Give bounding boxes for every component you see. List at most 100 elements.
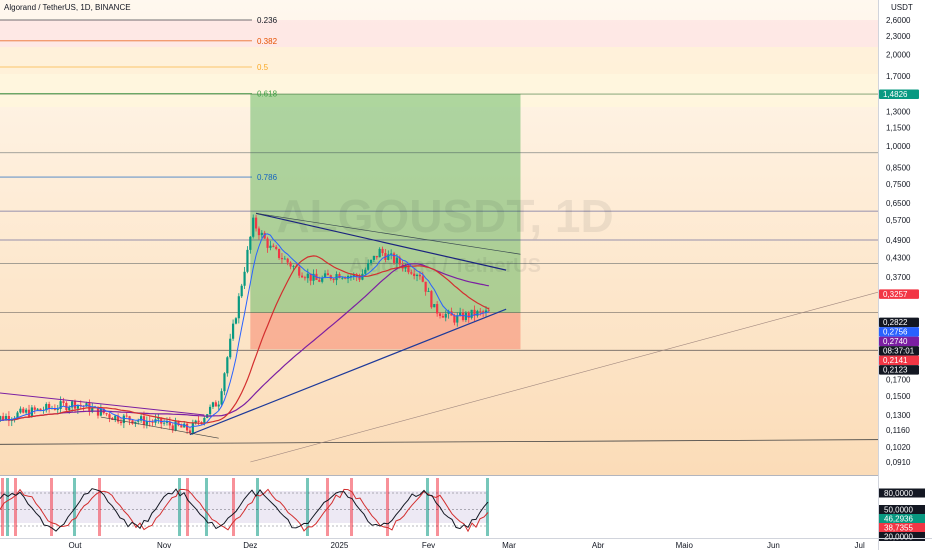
fib-band-0 [0, 20, 878, 47]
candle-body [467, 312, 470, 318]
oscillator-signal-bar [205, 478, 208, 536]
oscillator-axis-ticks: 80,0000 50,000046,293638,735520,00000,000… [879, 488, 925, 550]
candle-body [246, 249, 249, 272]
candle-body [421, 276, 424, 282]
candle-body [119, 421, 123, 424]
candle-body [372, 255, 376, 260]
candle-body [459, 312, 462, 316]
position-stop-zone[interactable] [250, 312, 521, 350]
oscillator-signal-bar [426, 478, 429, 536]
trendline[interactable] [256, 212, 521, 255]
candle-body [117, 415, 120, 422]
price-tag [879, 365, 919, 375]
candle-body [418, 274, 422, 277]
candle-body [269, 245, 272, 248]
candle-body [254, 217, 258, 229]
candle-body [249, 236, 252, 250]
fib-level-label: 0.236 [257, 16, 278, 25]
candle-body [203, 417, 206, 423]
candle-body [234, 318, 238, 324]
candle-body [237, 296, 240, 319]
chart-title: Algorand / TetherUS, 1D, BINANCE [4, 3, 131, 12]
trendline[interactable] [250, 291, 879, 463]
price-tag-label: 0,2756 [883, 328, 908, 337]
candle-body [108, 414, 111, 418]
candle-body [223, 373, 226, 392]
candle-body [0, 416, 2, 420]
oscillator-tag [879, 514, 925, 523]
candle-body [338, 274, 341, 278]
trendline[interactable] [189, 308, 507, 436]
candle-body [321, 277, 324, 282]
candle-body [243, 271, 246, 286]
candle-body [312, 273, 315, 281]
time-tick-label: Maio [676, 541, 694, 550]
candle-body [7, 416, 10, 421]
price-tag [879, 355, 919, 366]
candle-body [358, 276, 361, 280]
price-tick-label: 0,1500 [886, 392, 911, 401]
candle-body [197, 420, 200, 423]
trendline[interactable] [100, 416, 219, 439]
candle-body [240, 285, 243, 297]
time-tick-label: Nov [157, 541, 171, 550]
price-tag [879, 289, 919, 299]
oscillator-signal-bar [350, 478, 353, 536]
candle-body [56, 409, 59, 410]
oscillator-signal-bar [436, 478, 439, 536]
candle-body [438, 313, 442, 316]
fib-level-label: 0.786 [257, 173, 278, 182]
candle-body [292, 266, 295, 267]
candle-body [487, 310, 490, 312]
price-tag-label: 1,4826 [883, 90, 908, 99]
position-target-zone[interactable] [250, 94, 521, 313]
oscillator-signal-bar [73, 478, 76, 536]
candle-body [33, 407, 36, 410]
candle-body [229, 338, 232, 358]
candle-body [289, 262, 292, 267]
price-tag-label: 0,2826 [883, 309, 908, 318]
time-tick-label: 2025 [331, 541, 349, 550]
price-tick-label: 1,3000 [886, 107, 911, 116]
candle-body [349, 275, 353, 277]
candle-body [65, 402, 68, 411]
candle-body [286, 258, 289, 263]
candle-body [194, 420, 197, 423]
price-tag [879, 336, 919, 347]
fib-level-label: 0.5 [257, 63, 269, 72]
candle-body [145, 421, 148, 425]
candle-body [326, 273, 330, 276]
oscillator-tag [879, 523, 925, 532]
trendline[interactable] [255, 212, 507, 271]
time-axis-ticks[interactable]: Out Nov Dez 2025 Fev Mar Abr Maio Jun Jul [69, 541, 865, 550]
oscillator-signal-bar [306, 478, 309, 536]
candle-body [260, 232, 263, 236]
candle-body [128, 416, 131, 421]
candle-body [22, 408, 25, 413]
candle-body [410, 272, 413, 274]
trendline[interactable] [0, 439, 915, 445]
candle-body [53, 408, 56, 410]
oscillator-tick-label: 80,0000 [884, 489, 913, 498]
candle-body [85, 403, 88, 407]
candle-body [151, 421, 154, 423]
candle-body [180, 425, 183, 428]
candle-body [390, 253, 393, 255]
candle-body [257, 228, 261, 236]
oscillator-tag [879, 505, 925, 514]
candle-body [226, 357, 229, 374]
trendline[interactable] [0, 392, 205, 416]
candle-body [303, 277, 307, 279]
candle-body [280, 258, 284, 260]
candle-body [19, 408, 22, 413]
candle-body [211, 402, 215, 407]
trendlines[interactable] [0, 212, 915, 463]
candle-body [168, 421, 171, 426]
candle-body [300, 275, 304, 278]
candle-body [62, 401, 65, 403]
candle-body [177, 421, 180, 426]
time-tick-label: Dez [243, 541, 257, 550]
candle-body [137, 420, 140, 422]
oscillator-signal-bars [1, 478, 489, 536]
price-tags: 1,4826 0,3257 0,28260,28220,27560,274008:3… [879, 89, 919, 375]
